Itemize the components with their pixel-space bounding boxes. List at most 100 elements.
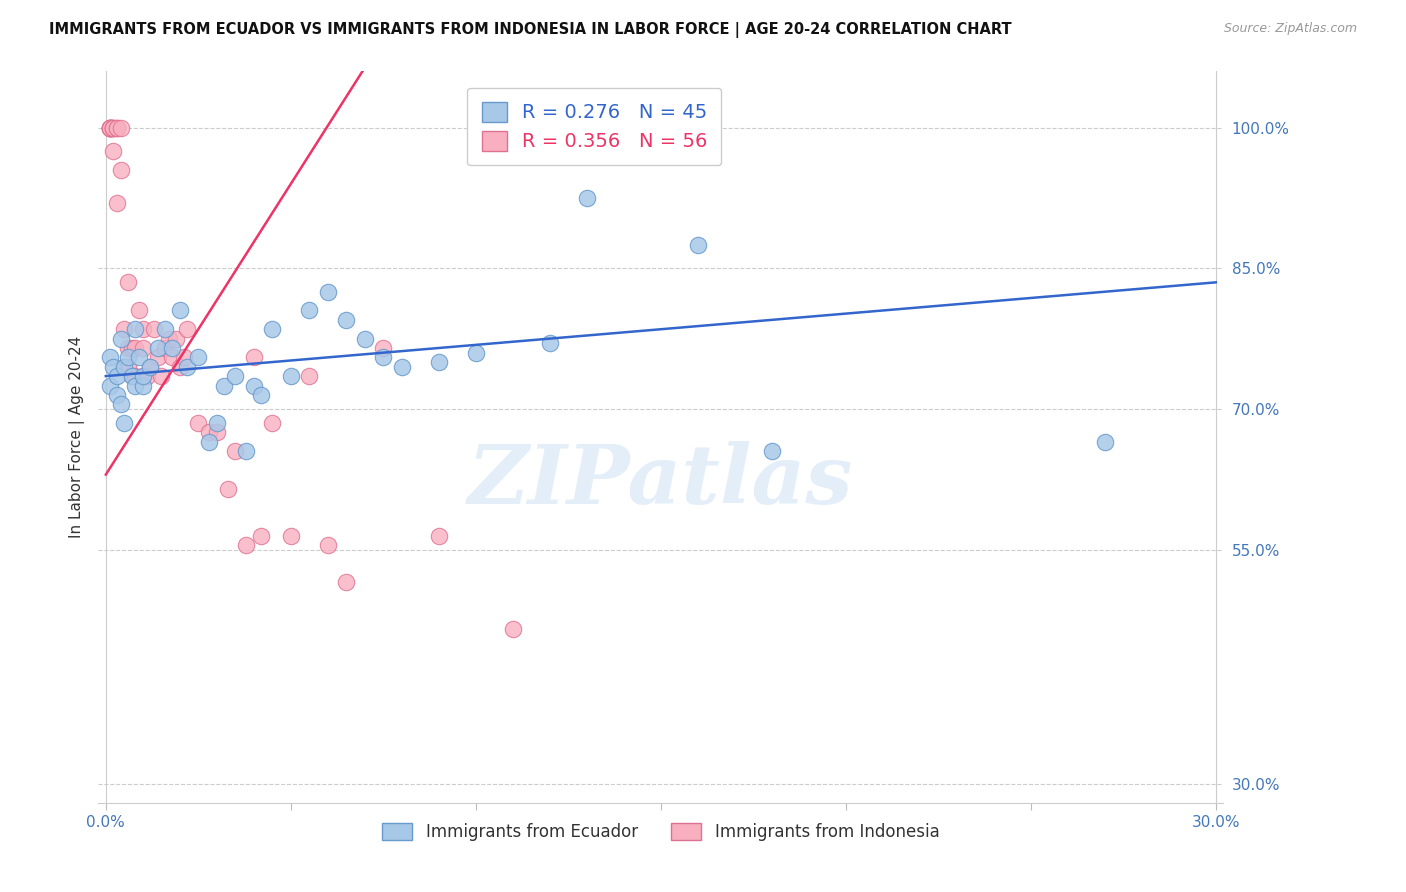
Point [575,191,598,205]
Point [335,575,357,590]
Point [105,388,128,402]
Point [110,397,132,411]
Point [373,341,395,355]
Point [132,369,155,384]
Point [117,276,139,290]
Point [121,369,143,384]
Point [262,416,284,430]
Point [112,416,135,430]
Point [761,444,783,458]
Point [464,345,486,359]
Point [103,120,125,135]
Point [298,369,321,384]
Point [224,369,246,384]
Point [98,120,121,135]
Point [124,369,146,384]
Text: Source: ZipAtlas.com: Source: ZipAtlas.com [1223,22,1357,36]
Point [205,416,228,430]
Point [217,482,239,496]
Point [139,359,162,374]
Text: ZIPatlas: ZIPatlas [468,441,853,521]
Point [121,369,143,384]
Point [121,341,143,355]
Y-axis label: In Labor Force | Age 20-24: In Labor Force | Age 20-24 [69,336,84,538]
Point [98,351,121,365]
Point [173,351,195,365]
Point [110,120,132,135]
Point [105,120,128,135]
Point [198,425,221,440]
Point [98,120,121,135]
Point [427,355,450,369]
Point [162,341,184,355]
Point [146,341,169,355]
Point [98,120,121,135]
Point [169,359,191,374]
Point [117,351,139,365]
Point [280,369,302,384]
Point [198,434,221,449]
Point [105,195,128,210]
Point [98,120,121,135]
Point [391,359,413,374]
Point [205,425,228,440]
Point [262,322,284,336]
Legend: Immigrants from Ecuador, Immigrants from Indonesia: Immigrants from Ecuador, Immigrants from… [374,814,948,849]
Point [187,416,209,430]
Point [132,322,155,336]
Point [373,351,395,365]
Point [112,322,135,336]
Point [128,351,150,365]
Point [250,528,273,542]
Point [132,369,155,384]
Point [142,322,165,336]
Point [153,322,176,336]
Point [124,322,146,336]
Point [132,341,155,355]
Point [110,162,132,177]
Point [169,303,191,318]
Point [427,528,450,542]
Point [686,237,709,252]
Point [1094,434,1116,449]
Point [157,332,180,346]
Point [316,538,339,552]
Point [98,120,121,135]
Text: IMMIGRANTS FROM ECUADOR VS IMMIGRANTS FROM INDONESIA IN LABOR FORCE | AGE 20-24 : IMMIGRANTS FROM ECUADOR VS IMMIGRANTS FR… [49,22,1012,38]
Point [502,623,524,637]
Point [176,359,198,374]
Point [105,120,128,135]
Point [250,388,273,402]
Point [124,378,146,392]
Point [103,120,125,135]
Point [538,336,561,351]
Point [176,322,198,336]
Point [243,378,266,392]
Point [135,369,157,384]
Point [235,538,257,552]
Point [103,359,125,374]
Point [139,359,162,374]
Point [124,341,146,355]
Point [353,332,375,346]
Point [165,332,187,346]
Point [132,378,155,392]
Point [112,359,135,374]
Point [187,351,209,365]
Point [298,303,321,318]
Point [316,285,339,299]
Point [224,444,246,458]
Point [128,303,150,318]
Point [103,144,125,158]
Point [98,120,121,135]
Point [110,332,132,346]
Point [335,313,357,327]
Point [280,528,302,542]
Point [162,351,184,365]
Point [153,341,176,355]
Point [103,120,125,135]
Point [235,444,257,458]
Point [212,378,235,392]
Point [150,369,173,384]
Point [117,359,139,374]
